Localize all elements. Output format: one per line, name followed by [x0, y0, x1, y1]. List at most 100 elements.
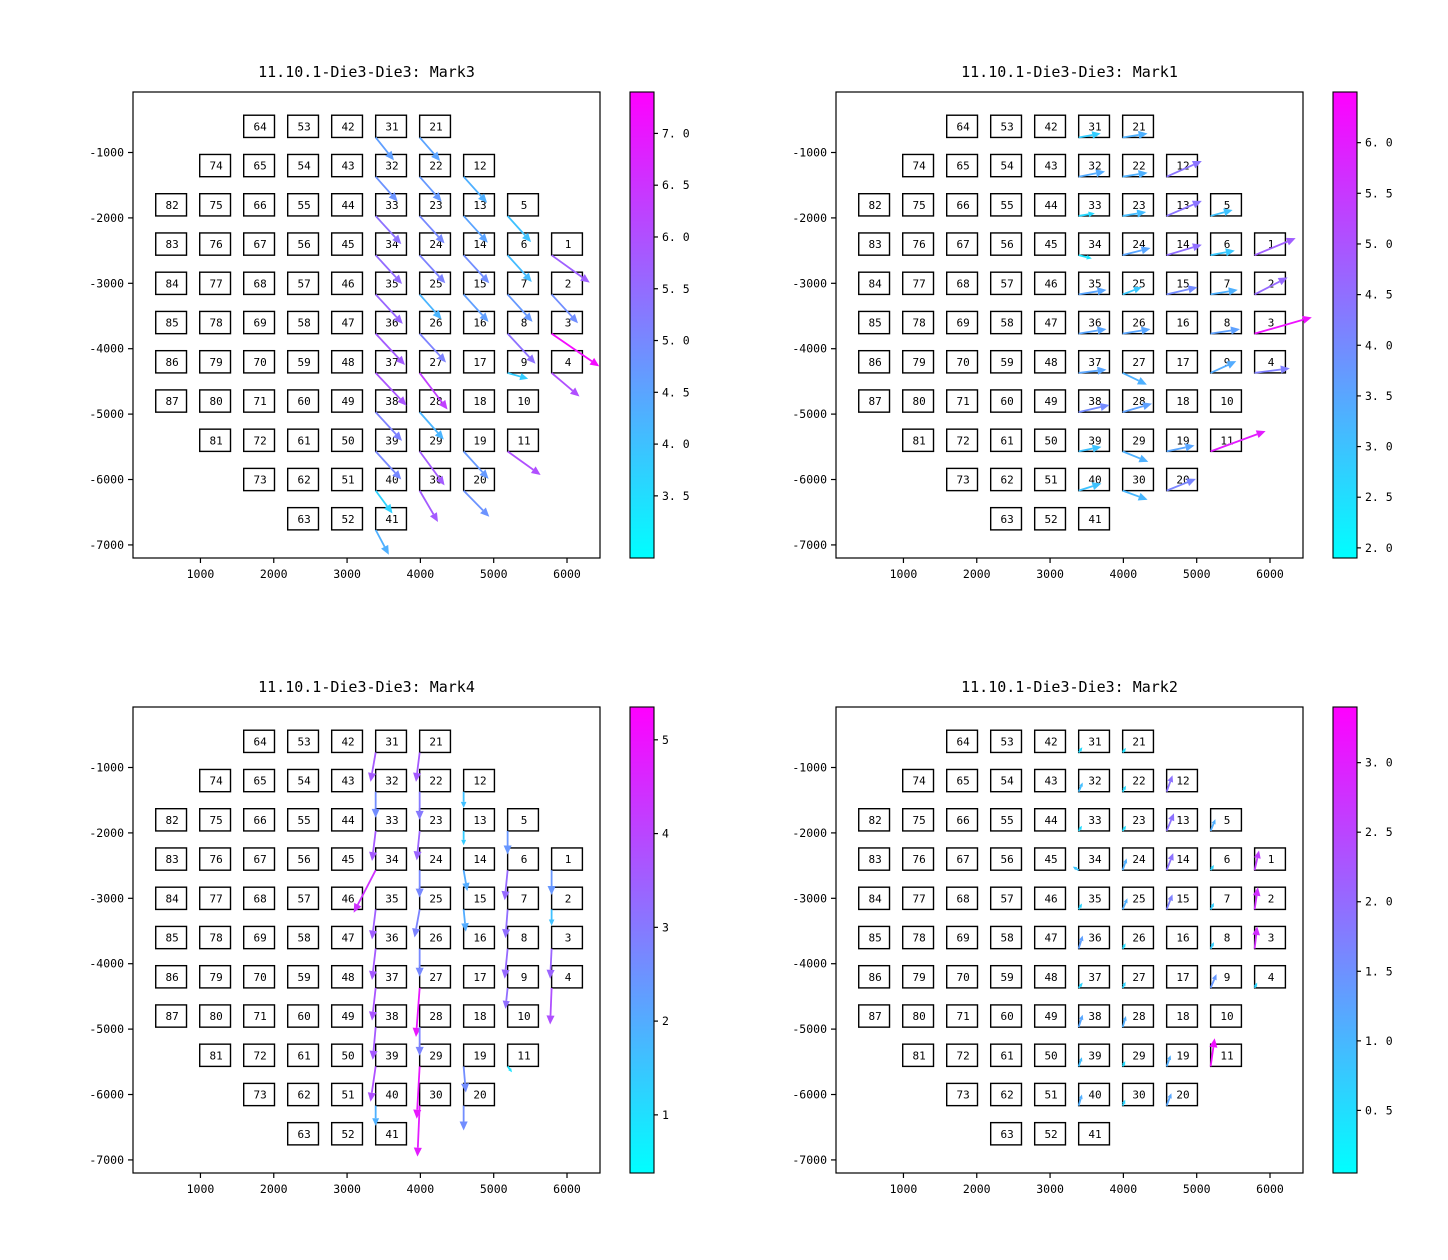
die-outline-65 — [946, 768, 979, 793]
die-outline-37 — [1077, 349, 1111, 374]
die-outline-49 — [330, 389, 364, 413]
die-outline-63 — [989, 1121, 1023, 1146]
die-label-4: 4 — [1268, 356, 1275, 369]
die-outline-37 — [1077, 964, 1111, 989]
quiver-arrow-die-19 — [1166, 443, 1195, 453]
die-outline-79 — [902, 349, 935, 374]
die-outline-14 — [1165, 847, 1199, 871]
die-outline-1 — [550, 847, 584, 871]
quiver-arrow-die-8 — [501, 948, 510, 979]
quiver-arrow-die-27 — [412, 987, 421, 1037]
die-label-62: 62 — [297, 474, 310, 487]
quiver-arrow-die-34 — [353, 869, 377, 913]
die-label-9: 9 — [1224, 971, 1231, 984]
quiver-arrow-die-24 — [1122, 246, 1151, 257]
die-label-6: 6 — [521, 853, 528, 866]
quiver-arrow-die-9 — [502, 987, 510, 1009]
die-label-81: 81 — [912, 1049, 925, 1062]
quiver-arrow-die-4 — [551, 372, 580, 397]
colorbar-tick-label: 6. 0 — [662, 230, 690, 244]
die-outline-45 — [1033, 847, 1067, 871]
die-label-83: 83 — [868, 853, 881, 866]
die-outline-41 — [1077, 506, 1111, 531]
die-outline-46 — [330, 271, 364, 296]
quiver-arrow-die-11 — [506, 1065, 513, 1073]
x-tick-label: 3000 — [333, 567, 361, 581]
die-outline-60 — [286, 1004, 320, 1028]
die-label-86: 86 — [165, 356, 178, 369]
quiver-arrow-die-34 — [1078, 254, 1092, 260]
die-outline-68 — [243, 886, 276, 911]
die-label-26: 26 — [429, 317, 442, 330]
colorbar-tick-label: 5. 5 — [662, 282, 690, 296]
die-outline-69 — [946, 925, 979, 950]
die-outline-72 — [946, 1043, 979, 1068]
die-outline-32 — [1077, 153, 1111, 178]
die-outline-24 — [418, 847, 452, 871]
die-outline-71 — [243, 1004, 276, 1028]
die-outline-77 — [199, 271, 232, 296]
die-label-87: 87 — [165, 395, 178, 408]
die-label-83: 83 — [165, 238, 178, 251]
die-label-72: 72 — [956, 1049, 969, 1062]
quiver-arrow-die-13 — [461, 830, 467, 846]
die-label-4: 4 — [1268, 971, 1275, 984]
die-outline-84 — [858, 271, 891, 296]
quiver-arrow-die-28 — [1122, 402, 1152, 414]
die-outline-33 — [1077, 808, 1111, 832]
quiver-arrow-die-26 — [415, 948, 424, 977]
die-outline-21 — [1121, 729, 1155, 754]
die-label-70: 70 — [253, 971, 266, 984]
die-outline-25 — [1121, 271, 1155, 296]
die-outline-21 — [418, 114, 452, 139]
die-outline-82 — [155, 808, 188, 832]
die-label-82: 82 — [868, 199, 881, 212]
quiver-arrow-die-27 — [1122, 372, 1147, 385]
x-tick-label: 1000 — [187, 567, 215, 581]
die-outline-19 — [1165, 1043, 1199, 1068]
x-tick-label: 4000 — [407, 567, 435, 581]
quiver-arrow-die-9 — [507, 372, 529, 381]
die-label-51: 51 — [341, 474, 354, 487]
quiver-arrow-die-21 — [1122, 130, 1148, 139]
die-label-32: 32 — [385, 775, 398, 788]
die-label-74: 74 — [912, 160, 926, 173]
die-label-34: 34 — [1088, 238, 1102, 251]
die-label-38: 38 — [385, 1010, 398, 1023]
die-outline-34 — [374, 847, 408, 871]
die-label-70: 70 — [956, 356, 969, 369]
quiver-arrow-die-9 — [1210, 361, 1237, 374]
die-label-31: 31 — [1088, 735, 1101, 748]
colorbar-tick-label: 5. 0 — [662, 334, 690, 348]
die-outline-67 — [243, 847, 276, 871]
die-outline-78 — [199, 925, 232, 950]
die-label-50: 50 — [1044, 434, 1057, 447]
die-outline-55 — [989, 808, 1023, 832]
die-label-86: 86 — [868, 356, 881, 369]
quiver-arrow-die-21 — [413, 752, 422, 782]
x-tick-label: 5000 — [480, 1182, 508, 1196]
quiver-arrow-die-19 — [461, 1066, 470, 1093]
die-label-47: 47 — [341, 932, 354, 945]
die-outline-22 — [1121, 768, 1155, 793]
die-label-79: 79 — [912, 971, 925, 984]
die-label-22: 22 — [1132, 775, 1145, 788]
quiver-arrow-die-36 — [375, 333, 405, 366]
quiver-arrow-die-25 — [418, 293, 442, 320]
die-outline-58 — [989, 925, 1023, 950]
die-outline-83 — [858, 847, 891, 871]
die-outline-8 — [506, 925, 540, 950]
die-outline-40 — [374, 1082, 408, 1107]
x-tick-label: 1000 — [187, 1182, 215, 1196]
die-outline-49 — [330, 1004, 364, 1028]
die-label-47: 47 — [341, 317, 354, 330]
die-label-40: 40 — [385, 1089, 398, 1102]
quiver-arrow-die-12 — [462, 176, 488, 203]
die-label-77: 77 — [209, 277, 222, 290]
die-outline-72 — [243, 1043, 276, 1068]
die-label-35: 35 — [385, 892, 398, 905]
die-label-73: 73 — [253, 474, 266, 487]
die-label-23: 23 — [1132, 814, 1145, 827]
die-label-48: 48 — [341, 356, 354, 369]
quiver-arrow-die-6 — [506, 254, 532, 282]
